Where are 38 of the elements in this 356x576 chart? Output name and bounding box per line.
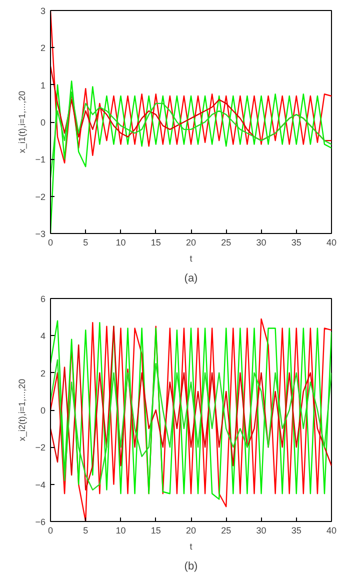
x-tick-label: 5 — [83, 238, 88, 248]
y-axis-title: x_i1(t),i=1,...,20 — [17, 90, 28, 154]
y-tick-label: −2 — [35, 442, 46, 453]
y-tick-label: −6 — [35, 517, 46, 527]
x-tick-label: 35 — [291, 238, 302, 248]
y-tick-label: −3 — [35, 229, 46, 239]
y-axis-title: x_i2(t),i=1,...,20 — [17, 378, 28, 442]
x-tick-label: 35 — [291, 526, 302, 536]
x-tick-label: 20 — [186, 238, 196, 248]
y-tick-label: 2 — [40, 43, 46, 54]
x-tick-label: 40 — [326, 526, 337, 536]
x-tick-label: 0 — [48, 526, 54, 536]
x-tick-label: 10 — [116, 526, 126, 536]
text: (a) — [184, 272, 198, 284]
text: (b) — [184, 560, 198, 572]
x-axis-title: t — [190, 254, 193, 264]
x-tick-label: 40 — [326, 238, 337, 248]
y-tick-label: 6 — [40, 294, 46, 304]
y-tick-label: −2 — [35, 192, 46, 202]
y-tick-label: 2 — [40, 368, 46, 378]
y-tick-label: −1 — [35, 154, 46, 165]
x-tick-label: 30 — [256, 526, 266, 536]
x-tick-label: 25 — [221, 238, 232, 248]
y-tick-label: 0 — [40, 118, 46, 128]
y-tick-label: 1 — [40, 80, 46, 90]
x-tick-label: 15 — [150, 238, 161, 248]
y-tick-label: −4 — [35, 480, 46, 490]
x-tick-label: 10 — [116, 238, 126, 248]
y-tick-label: 3 — [40, 6, 46, 16]
x-tick-label: 30 — [256, 238, 266, 248]
x-tick-label: 20 — [186, 526, 196, 536]
x-axis-title: t — [190, 542, 193, 552]
y-tick-label: 0 — [40, 406, 46, 416]
x-tick-label: 0 — [48, 238, 54, 248]
x-tick-label: 25 — [221, 526, 232, 536]
x-tick-label: 15 — [150, 526, 161, 536]
y-tick-label: 4 — [40, 331, 46, 342]
x-tick-label: 5 — [83, 526, 88, 536]
